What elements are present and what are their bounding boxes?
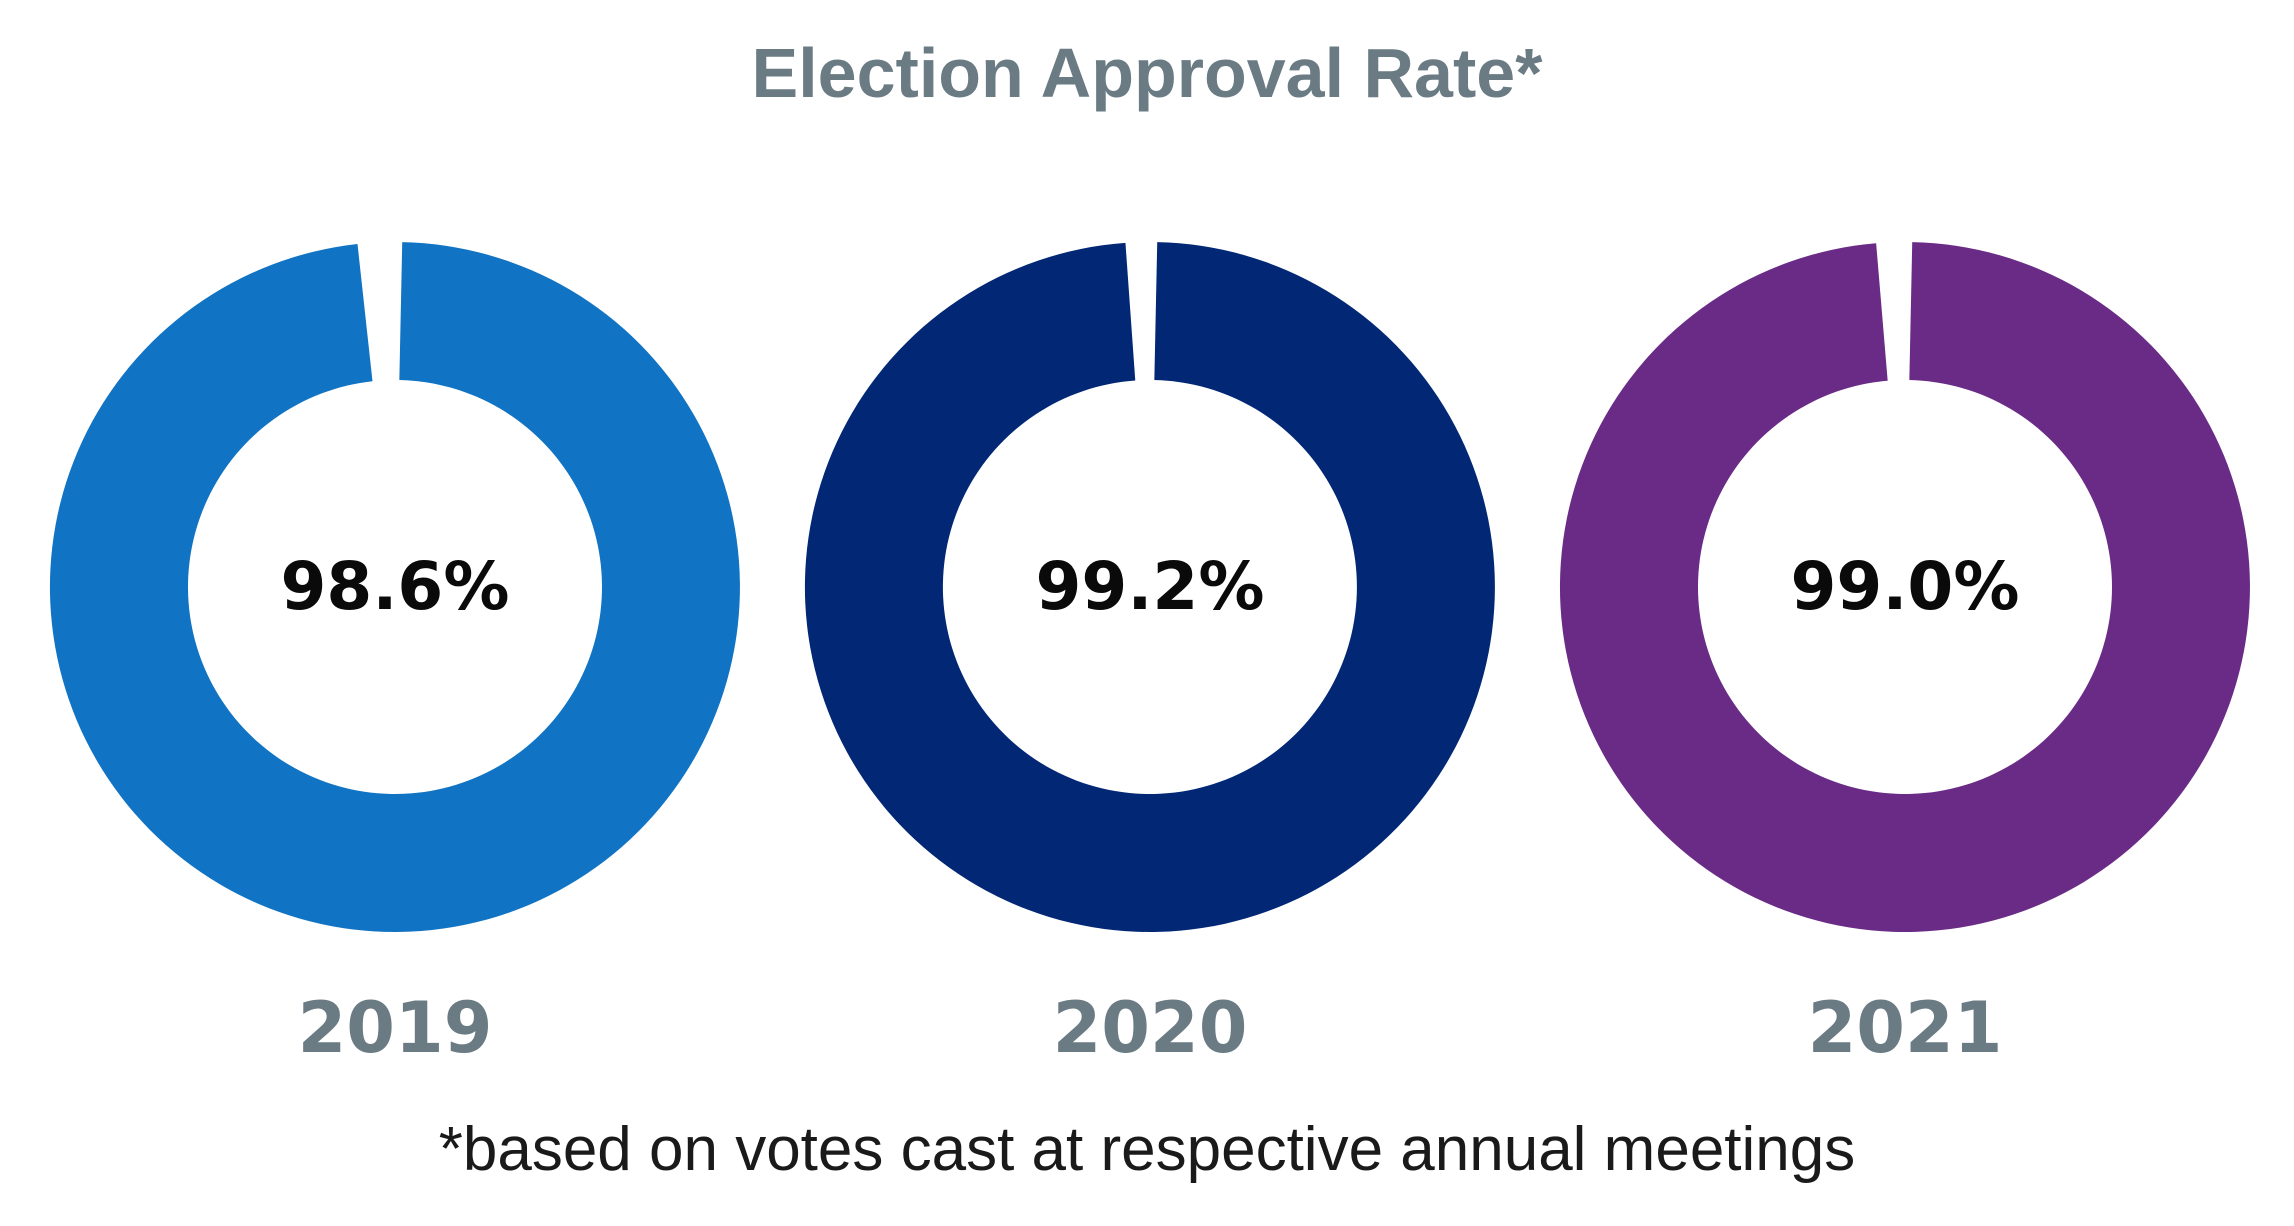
donut-slice-approval-2020 bbox=[804, 242, 1495, 933]
donut-year-label-2019: 2019 bbox=[298, 987, 493, 1069]
chart-title: Election Approval Rate* bbox=[752, 34, 1544, 112]
donut-slice-approval-2021 bbox=[1559, 242, 2250, 933]
donut-slice-approval-2019 bbox=[49, 242, 740, 933]
donut-value-label-2020: 99.2% bbox=[1036, 548, 1265, 625]
donut-2019: 98.6% 2019 bbox=[49, 242, 740, 1069]
chart-footnote: *based on votes cast at respective annua… bbox=[439, 1115, 1856, 1184]
donut-2020: 99.2% 2020 bbox=[804, 242, 1495, 1069]
donut-year-label-2021: 2021 bbox=[1808, 987, 2003, 1069]
donut-group: 98.6% 2019 99.2% 2020 99.0% 2021 bbox=[49, 242, 2250, 1069]
donut-year-label-2020: 2020 bbox=[1053, 987, 1248, 1069]
donut-value-label-2019: 98.6% bbox=[281, 548, 510, 625]
donut-value-label-2021: 99.0% bbox=[1791, 548, 2020, 625]
donut-2021: 99.0% 2021 bbox=[1559, 242, 2250, 1069]
